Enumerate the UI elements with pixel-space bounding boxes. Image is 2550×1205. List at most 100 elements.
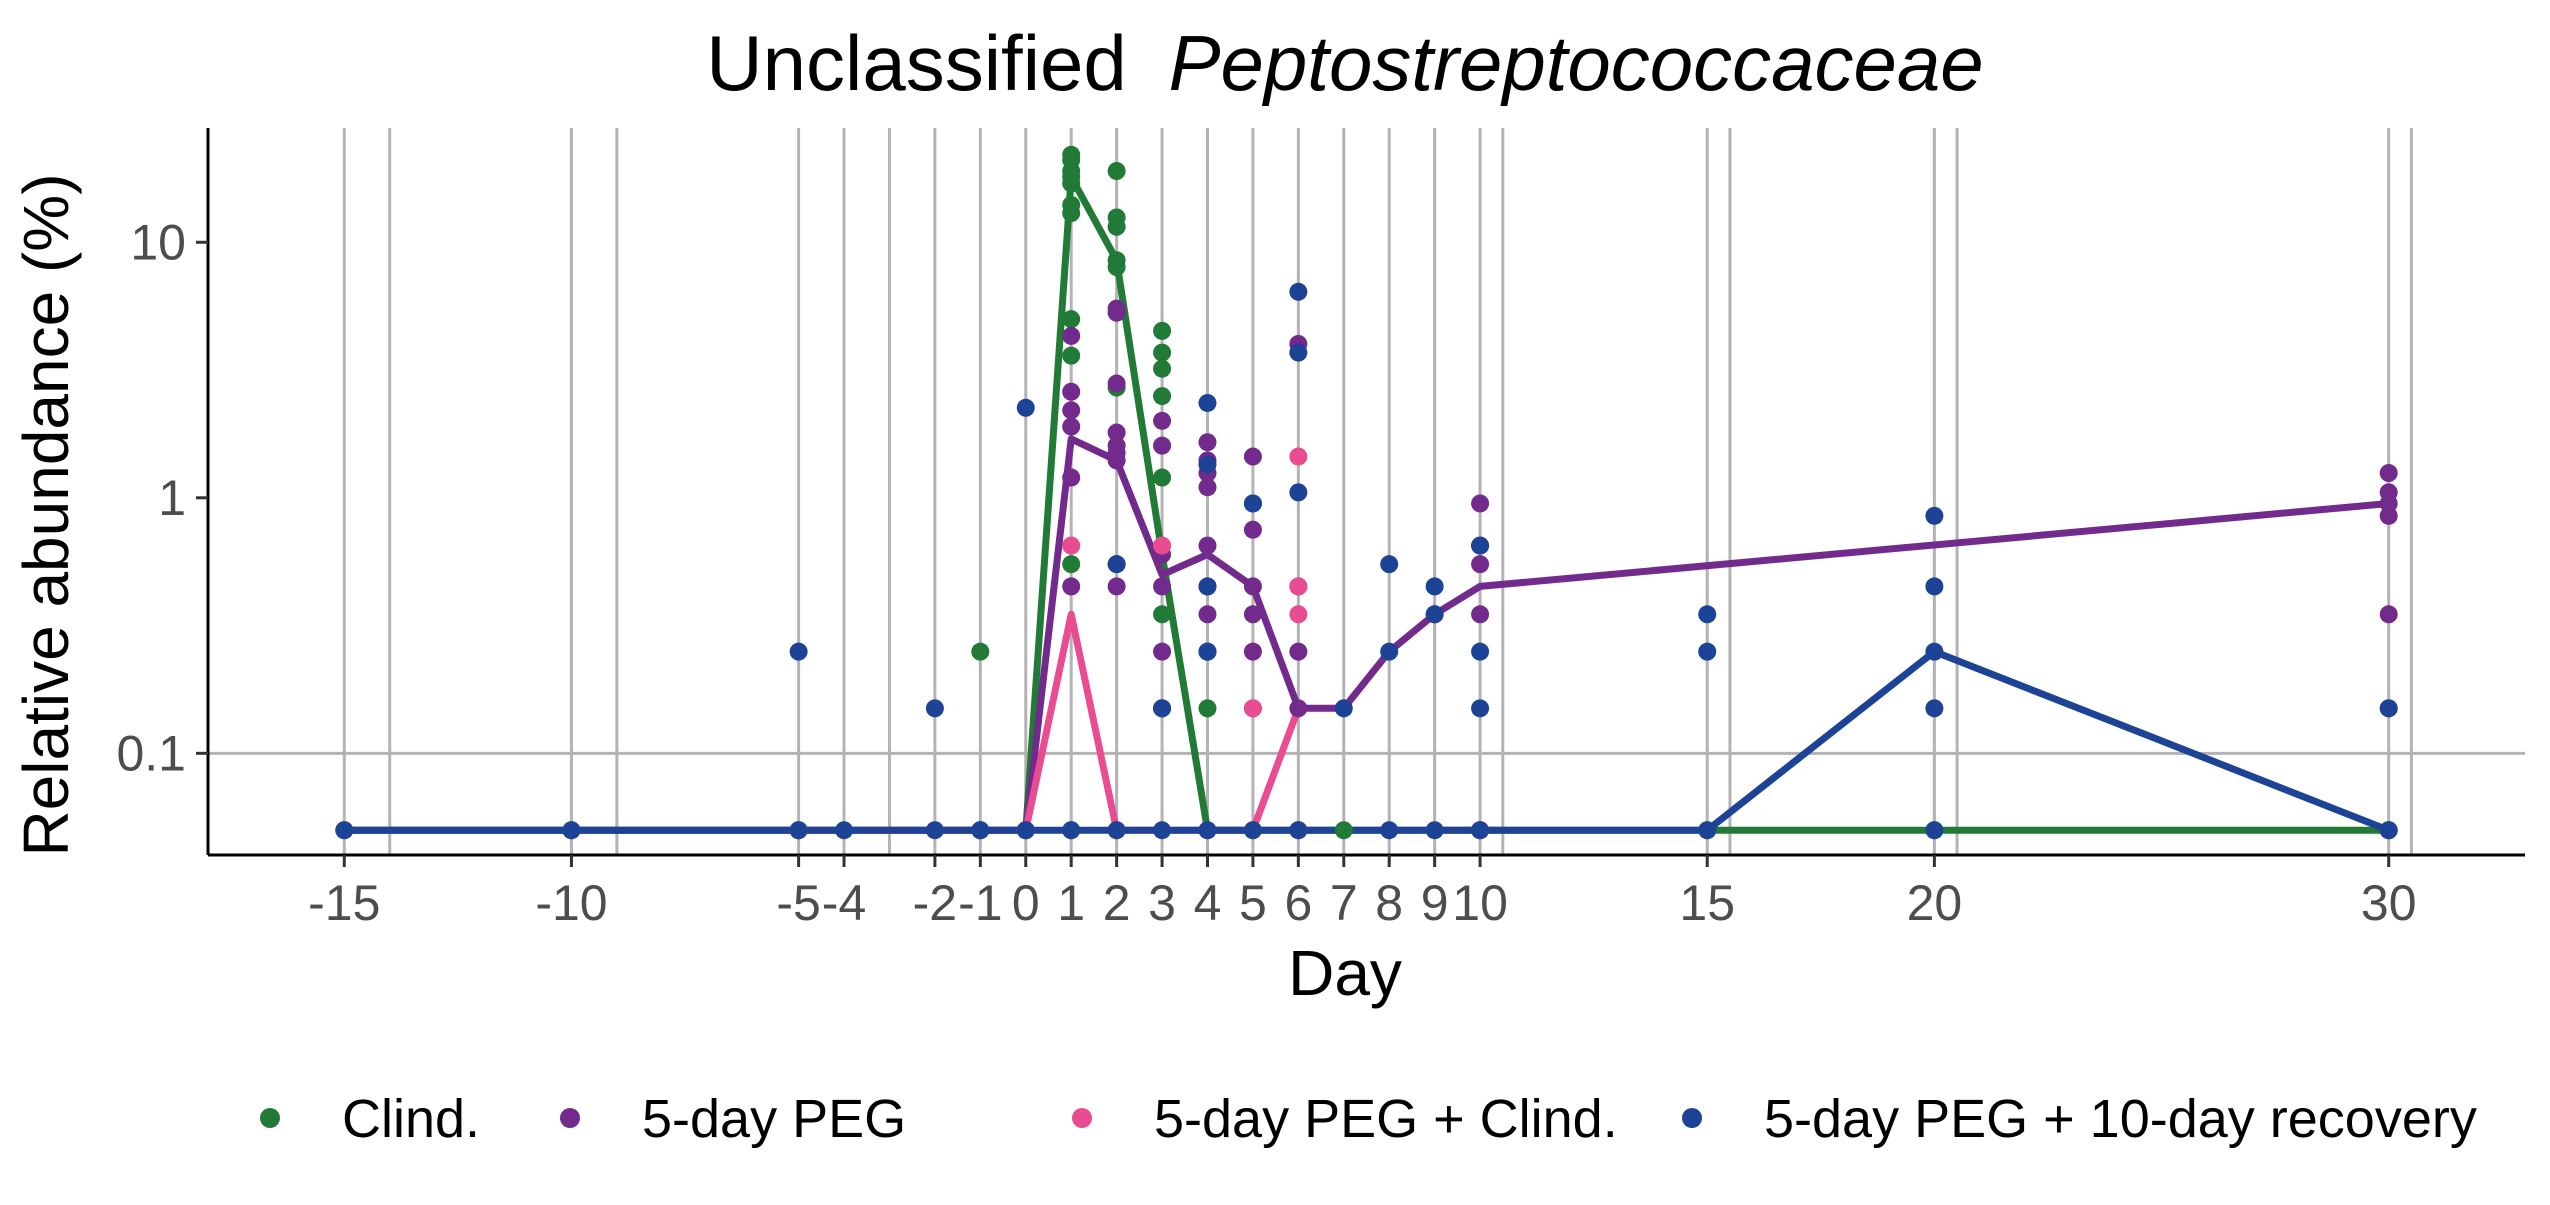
data-point (835, 821, 854, 840)
data-point (971, 642, 990, 661)
data-point (1289, 642, 1308, 661)
data-point (1471, 555, 1490, 574)
data-point (1925, 506, 1944, 525)
data-point (1153, 359, 1172, 378)
data-point (1925, 642, 1944, 661)
data-point (1107, 555, 1126, 574)
legend-swatch (560, 1108, 580, 1128)
data-point (1153, 605, 1172, 624)
data-point (562, 821, 581, 840)
data-point (1153, 468, 1172, 487)
data-point (925, 821, 944, 840)
data-point (1062, 310, 1081, 329)
legend-label: Clind. (342, 1089, 480, 1149)
x-tick-label: 10 (1452, 875, 1508, 931)
data-point (1062, 417, 1081, 436)
x-tick-label: -1 (958, 875, 1002, 931)
x-tick-label: 15 (1679, 875, 1735, 931)
data-point (1289, 577, 1308, 596)
x-tick-label: 30 (2361, 875, 2417, 931)
data-point (1062, 577, 1081, 596)
data-point (1107, 821, 1126, 840)
data-point (1016, 821, 1035, 840)
data-point (1062, 204, 1081, 223)
data-point (1198, 433, 1217, 452)
data-point (1243, 494, 1262, 513)
x-tick-label: 8 (1375, 875, 1403, 931)
y-tick-label: 0.1 (116, 725, 186, 781)
x-tick-label: -4 (822, 875, 866, 931)
x-tick-label: 20 (1907, 875, 1963, 931)
data-point (1016, 398, 1035, 417)
data-point (1243, 577, 1262, 596)
series-lines (344, 173, 2390, 834)
data-point (1698, 821, 1717, 840)
data-point (1289, 282, 1308, 301)
data-point (1380, 821, 1399, 840)
y-tick-label: 10 (130, 214, 186, 270)
x-tick-label: 7 (1330, 875, 1358, 931)
x-axis-title: Day (1288, 937, 1402, 1009)
data-point (1062, 382, 1081, 401)
y-tick-label: 1 (158, 470, 186, 526)
data-point (1289, 483, 1308, 502)
data-point (1471, 494, 1490, 513)
chart-title-italic: Peptostreptococcaceae (1168, 19, 1983, 107)
data-point (1153, 436, 1172, 455)
data-point (2379, 494, 2398, 513)
data-point (1198, 536, 1217, 555)
data-point (1425, 605, 1444, 624)
chart-title: Unclassified Peptostreptococcaceae (706, 19, 1983, 107)
data-point (1289, 447, 1308, 466)
data-point (1107, 374, 1126, 393)
data-point (1471, 821, 1490, 840)
x-tick-label: 0 (1012, 875, 1040, 931)
data-point (1925, 821, 1944, 840)
chart-title-plain: Unclassified (706, 19, 1127, 107)
legend-swatch (1072, 1108, 1092, 1128)
data-point (1471, 699, 1490, 718)
data-point (1062, 468, 1081, 487)
data-point (1198, 455, 1217, 474)
data-point (1107, 423, 1126, 442)
data-point (1198, 605, 1217, 624)
data-point (2379, 464, 2398, 483)
data-point (1153, 821, 1172, 840)
data-point (1471, 605, 1490, 624)
data-point (1380, 642, 1399, 661)
data-point (1698, 605, 1717, 624)
data-point (1062, 401, 1081, 420)
data-point (1153, 343, 1172, 362)
data-point (1198, 642, 1217, 661)
data-point (1153, 411, 1172, 430)
data-point (1107, 303, 1126, 322)
x-tick-label: 3 (1148, 875, 1176, 931)
data-point (1062, 346, 1081, 365)
data-point (1062, 326, 1081, 345)
data-point (2379, 605, 2398, 624)
x-tick-label: -5 (776, 875, 820, 931)
data-point (2379, 506, 2398, 525)
data-point (1289, 821, 1308, 840)
data-point (1243, 520, 1262, 539)
data-point (1334, 699, 1353, 718)
data-point (335, 821, 354, 840)
x-tick-label: 5 (1239, 875, 1267, 931)
data-point (1153, 387, 1172, 406)
legend-label: 5-day PEG + 10-day recovery (1764, 1089, 2477, 1149)
data-point (1153, 577, 1172, 596)
data-point (789, 642, 808, 661)
data-point (1471, 536, 1490, 555)
data-point (1243, 447, 1262, 466)
y-axis-title: Relative abundance (%) (10, 173, 82, 856)
legend-label: 5-day PEG + Clind. (1154, 1089, 1618, 1149)
data-point (1198, 393, 1217, 412)
data-point (1107, 577, 1126, 596)
data-point (2379, 699, 2398, 718)
data-point (1243, 605, 1262, 624)
data-point (789, 821, 808, 840)
data-point (1425, 577, 1444, 596)
data-point (1062, 174, 1081, 193)
